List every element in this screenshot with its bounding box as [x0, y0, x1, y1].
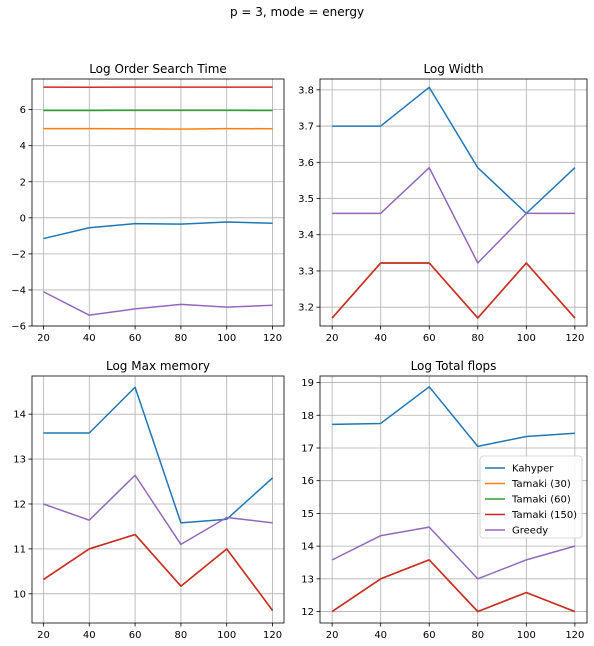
- y-tick-label: −4: [11, 285, 26, 296]
- legend-entry-label: Tamaki (150): [511, 510, 577, 521]
- y-tick-label: 3.7: [298, 122, 314, 133]
- legend-entry-label: Kahyper: [512, 464, 554, 475]
- subplot-title: Log Order Search Time: [89, 62, 227, 76]
- subplot-title: Log Max memory: [106, 359, 210, 373]
- y-tick-label: 14: [13, 410, 26, 421]
- y-tick-label: 12: [301, 607, 314, 618]
- subplot-max-memory: Log Max memory 20 40 60 80 100 120 10 11 12 13 14: [13, 359, 285, 641]
- x-tick-label: 120: [263, 630, 282, 641]
- x-tick-label: 60: [423, 333, 436, 344]
- series-line-tamaki-150: [43, 533, 274, 611]
- axes-frame: [319, 375, 588, 624]
- x-tick-label: 20: [326, 333, 339, 344]
- subplot-title: Log Total flops: [411, 359, 497, 373]
- series-line-kahyper: [332, 86, 576, 215]
- y-tick-label: 3.4: [298, 230, 314, 241]
- x-tick-label: 100: [217, 333, 236, 344]
- x-tick-label: 120: [565, 630, 584, 641]
- subplot-width: Log Width 20 40 60 80 100 120 3.2 3.3 3.4 3.5 3.6 3.…: [298, 62, 588, 344]
- series-line-greedy: [43, 291, 273, 316]
- figure-title: p = 3, mode = energy: [229, 5, 365, 19]
- legend: Kahyper Tamaki (30) Tamaki (60) Tamaki (150…: [479, 455, 583, 539]
- y-tick-label: 11: [13, 544, 26, 555]
- legend-box: [479, 455, 583, 539]
- x-tick-label: 100: [517, 630, 536, 641]
- x-tick-label: 60: [423, 630, 436, 641]
- legend-entry-label: Greedy: [512, 526, 548, 537]
- y-tick-label: 3.6: [298, 158, 314, 169]
- y-tick-label: 13: [301, 574, 314, 585]
- y-tick-label: 3.5: [298, 194, 314, 205]
- y-tick-label: 2: [20, 177, 26, 188]
- series-line-tamaki-150: [331, 559, 576, 613]
- x-tick-label: 80: [471, 630, 484, 641]
- y-tick-label: 3.8: [298, 85, 314, 96]
- axes-frame: [319, 78, 588, 327]
- y-tick-label: 4: [20, 141, 26, 152]
- series-line-tamaki-30: [43, 127, 273, 130]
- series-line-greedy: [332, 166, 575, 264]
- series-line-kahyper: [332, 386, 575, 448]
- y-tick-label: −6: [11, 322, 26, 333]
- y-tick-label: 6: [20, 105, 26, 116]
- x-tick-label: 100: [517, 333, 536, 344]
- y-tick-label: 3.3: [298, 266, 314, 277]
- subplot-total-flops: Log Total flops 20 40 60 80 100 120 12 13 14 15 16 1…: [301, 359, 588, 641]
- series-line-kahyper: [43, 386, 274, 524]
- y-tick-label: 0: [20, 213, 26, 224]
- x-tick-label: 40: [374, 630, 387, 641]
- x-tick-label: 20: [37, 333, 50, 344]
- x-tick-label: 120: [565, 333, 584, 344]
- x-tick-label: 20: [326, 630, 339, 641]
- y-tick-label: 15: [301, 509, 314, 520]
- x-tick-label: 80: [471, 333, 484, 344]
- y-tick-label: 18: [301, 411, 314, 422]
- y-tick-label: 10: [13, 589, 26, 600]
- y-tick-label: 17: [301, 443, 314, 454]
- x-tick-label: 100: [217, 630, 236, 641]
- x-tick-label: 120: [263, 333, 282, 344]
- axes-frame: [31, 375, 285, 624]
- series-line-tamaki-30: [43, 533, 274, 611]
- y-tick-label: 13: [13, 455, 26, 466]
- x-tick-label: 60: [129, 630, 142, 641]
- series-line-kahyper: [43, 221, 273, 240]
- x-tick-label: 80: [175, 333, 188, 344]
- x-tick-label: 40: [83, 333, 96, 344]
- y-tick-label: 14: [301, 542, 314, 553]
- legend-entry-label: Tamaki (60): [511, 495, 571, 506]
- series-line-greedy: [43, 474, 273, 546]
- x-tick-label: 40: [83, 630, 96, 641]
- series-line-greedy: [331, 526, 576, 580]
- x-tick-label: 60: [129, 333, 142, 344]
- legend-entry-label: Tamaki (30): [511, 479, 571, 490]
- x-tick-label: 80: [175, 630, 188, 641]
- x-tick-label: 40: [374, 333, 387, 344]
- y-tick-label: 3.2: [298, 303, 314, 314]
- y-tick-label: 16: [301, 476, 314, 487]
- series-line-tamaki-60: [43, 533, 274, 611]
- series-line-tamaki-150: [331, 262, 576, 319]
- y-tick-label: −2: [11, 249, 26, 260]
- y-tick-label: 12: [13, 499, 26, 510]
- axes-frame: [31, 78, 285, 327]
- x-tick-label: 20: [37, 630, 50, 641]
- y-tick-label: 19: [301, 378, 314, 389]
- subplot-title: Log Width: [423, 62, 483, 76]
